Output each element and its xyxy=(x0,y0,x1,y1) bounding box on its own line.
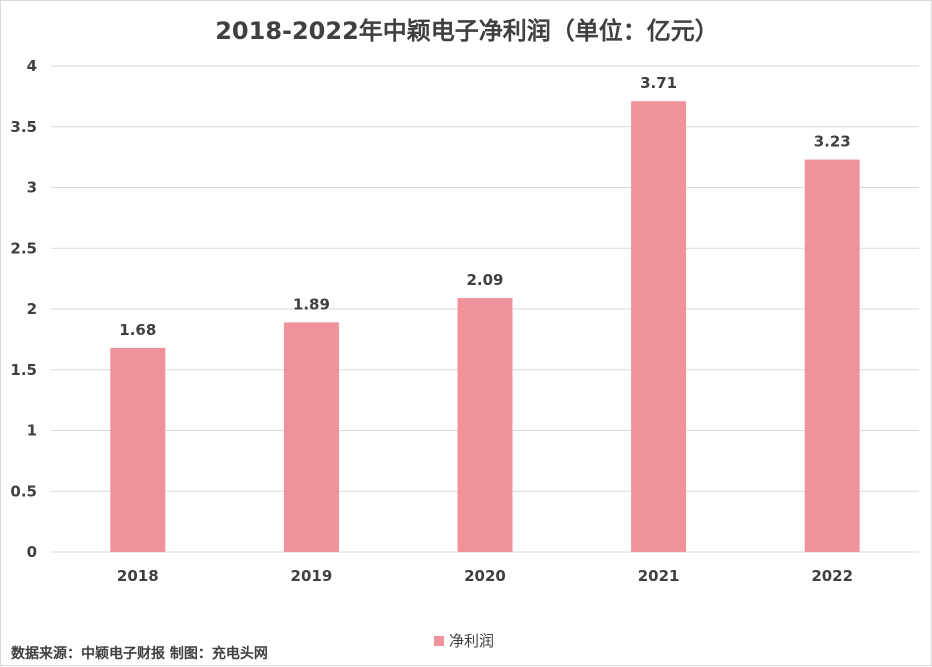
bars xyxy=(110,101,860,553)
y-tick-label: 1.5 xyxy=(10,361,37,379)
legend-label: 净利润 xyxy=(449,632,494,650)
source-note: 数据来源：中颖电子财报 制图：充电头网 xyxy=(11,645,268,662)
bar-2021 xyxy=(631,101,687,553)
bar-2018 xyxy=(110,347,166,552)
data-label-2019: 1.89 xyxy=(293,295,330,313)
legend: 净利润 xyxy=(434,632,494,650)
y-tick-label: 0 xyxy=(27,543,37,561)
x-axis-ticks: 2018 2019 2020 2021 2022 xyxy=(117,567,853,585)
data-labels: 1.68 1.89 2.09 3.71 3.23 xyxy=(119,74,850,339)
y-tick-label: 4 xyxy=(27,57,37,75)
y-tick-label: 1 xyxy=(27,422,37,440)
data-label-2018: 1.68 xyxy=(119,321,156,339)
y-tick-label: 2 xyxy=(27,300,37,318)
y-axis-ticks: 0 0.5 1 1.5 2 2.5 3 3.5 4 xyxy=(10,57,37,561)
data-label-2020: 2.09 xyxy=(466,271,503,289)
x-tick-label: 2018 xyxy=(117,567,159,585)
data-label-2022: 3.23 xyxy=(814,133,851,151)
legend-swatch xyxy=(434,636,444,646)
bar-2022 xyxy=(804,159,860,552)
y-tick-label: 0.5 xyxy=(10,482,37,500)
y-tick-label: 3 xyxy=(27,179,37,197)
y-tick-label: 3.5 xyxy=(10,118,37,136)
chart-title: 2018-2022年中颖电子净利润（单位：亿元） xyxy=(215,17,719,45)
data-label-2021: 3.71 xyxy=(640,74,677,92)
bar-2019 xyxy=(283,322,339,552)
x-tick-label: 2021 xyxy=(638,567,680,585)
x-tick-label: 2022 xyxy=(811,567,853,585)
bar-2020 xyxy=(457,298,513,552)
y-tick-label: 2.5 xyxy=(10,239,37,257)
x-tick-label: 2020 xyxy=(464,567,506,585)
x-tick-label: 2019 xyxy=(291,567,333,585)
